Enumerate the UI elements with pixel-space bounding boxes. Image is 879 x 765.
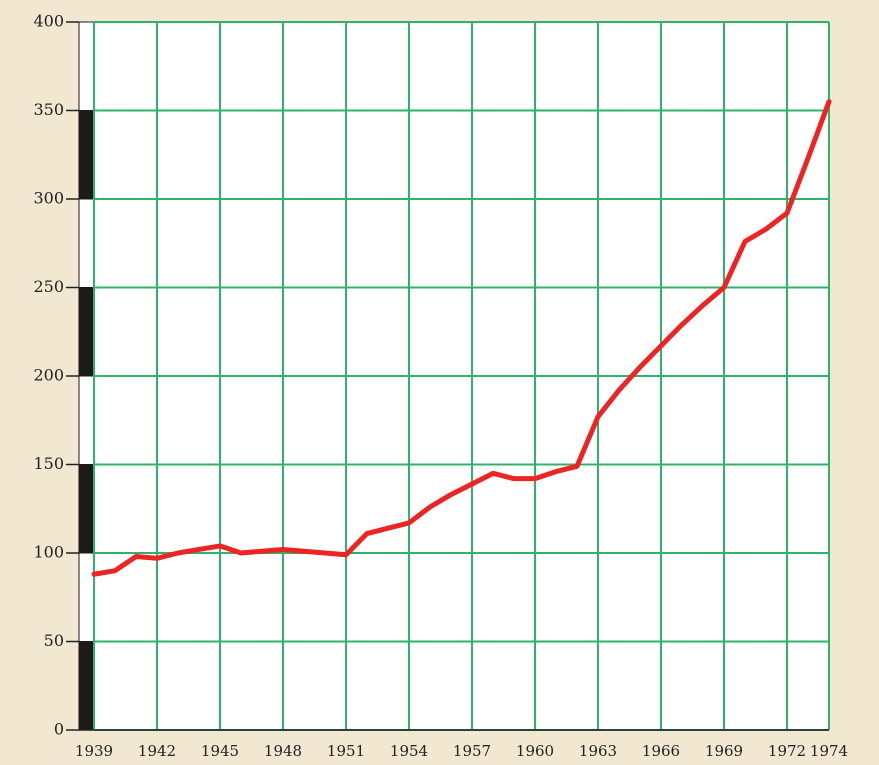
- data-line: [91, 99, 832, 577]
- y-tick-label: 50: [44, 631, 64, 650]
- y-tick-label: 0: [54, 720, 64, 739]
- x-tick-label: 1954: [390, 742, 428, 760]
- x-tick-label: 1966: [642, 742, 680, 760]
- x-tick-label: 1942: [138, 742, 176, 760]
- x-tick-label: 1969: [705, 742, 743, 760]
- x-tick-label: 1960: [516, 742, 554, 760]
- x-tick-label: 1939: [75, 742, 113, 760]
- y-tick-label: 300: [33, 189, 64, 208]
- x-tick-label: 1974: [810, 742, 848, 760]
- x-tick-label: 1951: [327, 742, 365, 760]
- scale-bar-segment: [78, 375, 95, 465]
- y-tick-label: 250: [33, 277, 64, 296]
- scale-bar-segment: [78, 464, 95, 554]
- x-tick-label: 1945: [201, 742, 239, 760]
- y-tick-label: 400: [33, 12, 64, 31]
- y-tick-label: 200: [33, 366, 64, 385]
- y-tick-label: 350: [33, 100, 64, 119]
- x-tick-label: 1948: [264, 742, 302, 760]
- x-tick-label: 1963: [579, 742, 617, 760]
- scale-bar-segment: [78, 287, 95, 377]
- x-tick-label: 1972: [768, 742, 806, 760]
- y-tick-label: 150: [33, 454, 64, 473]
- scale-bar-segment: [78, 110, 95, 200]
- y-tick-label: 100: [33, 543, 64, 562]
- scale-bar-segment: [78, 21, 95, 111]
- scale-bar-segment: [78, 552, 95, 642]
- scale-bar-segment: [78, 641, 95, 731]
- x-tick-label: 1957: [453, 742, 491, 760]
- scale-bar-segment: [78, 198, 95, 288]
